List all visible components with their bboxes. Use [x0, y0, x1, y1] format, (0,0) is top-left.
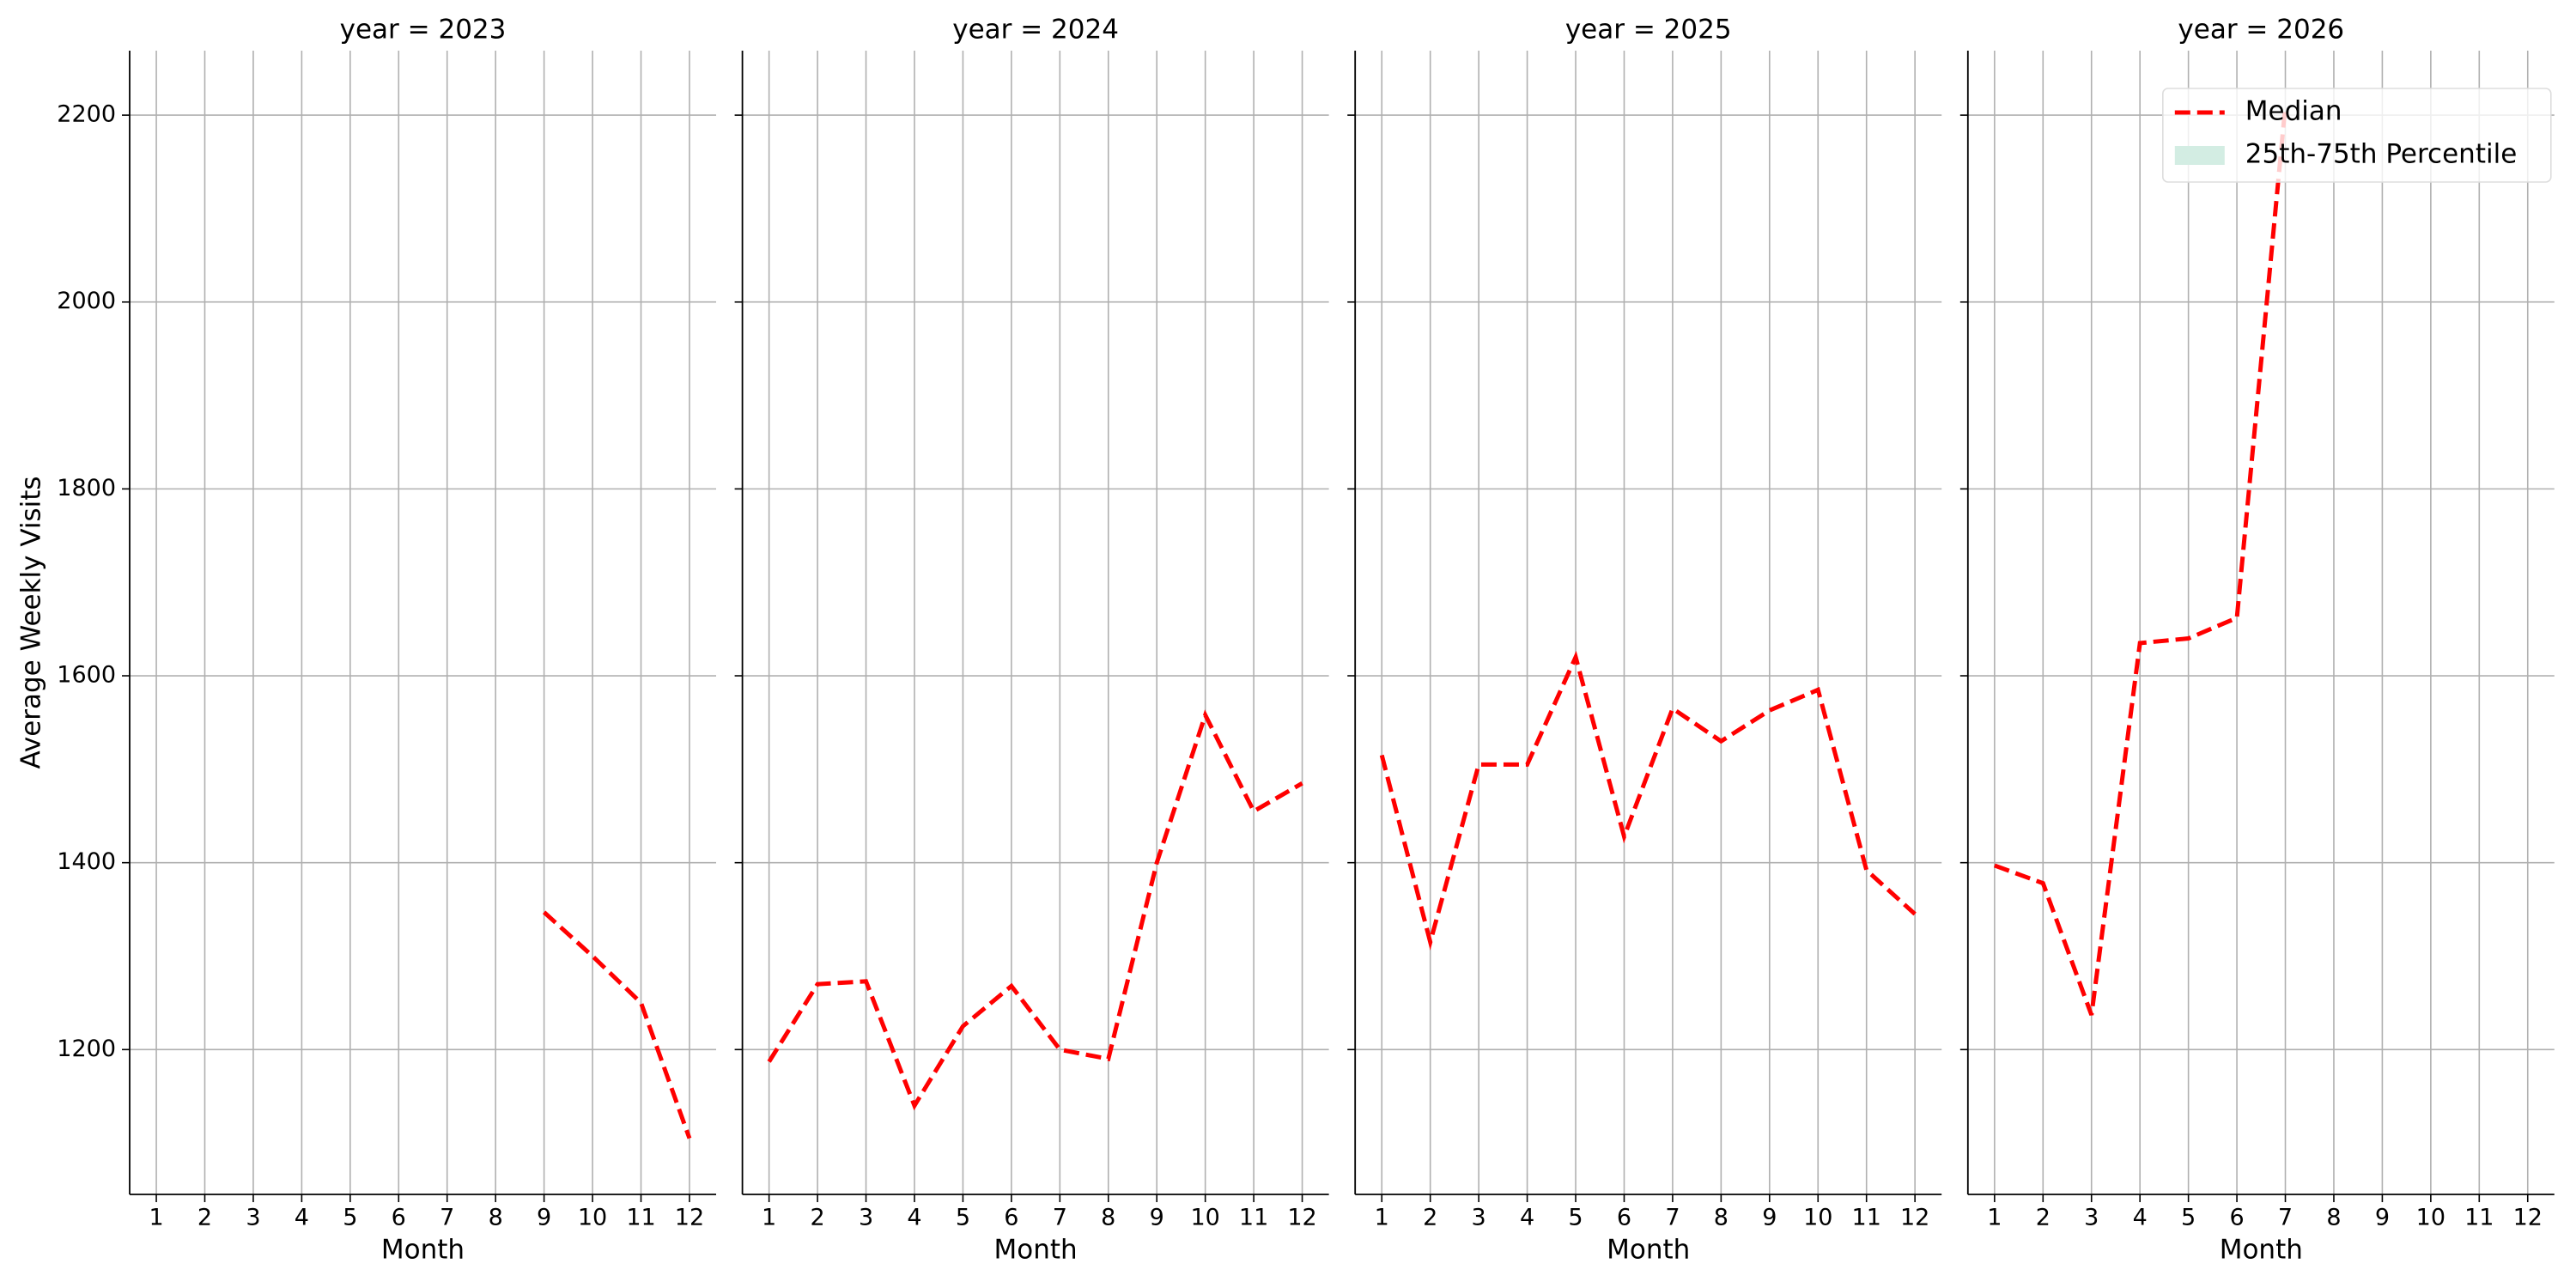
- legend-label: Median: [2245, 96, 2342, 127]
- x-tick-label: 1: [1987, 1205, 2002, 1231]
- x-tick-label: 9: [2375, 1205, 2390, 1231]
- y-tick-label: 1800: [57, 475, 116, 501]
- x-tick-label: 3: [859, 1205, 873, 1231]
- x-tick-label: 3: [1472, 1205, 1486, 1231]
- x-tick-label: 8: [1101, 1205, 1115, 1231]
- median-line: [1379, 650, 1917, 951]
- x-axis-label: Month: [2220, 1235, 2303, 1266]
- x-tick-label: 9: [537, 1205, 551, 1231]
- x-tick-label: 8: [1714, 1205, 1728, 1231]
- x-tick-label: 4: [907, 1205, 921, 1231]
- x-tick-label: 4: [295, 1205, 309, 1231]
- x-tick-label: 8: [2326, 1205, 2341, 1231]
- x-tick-label: 1: [149, 1205, 163, 1231]
- x-tick-label: 3: [2084, 1205, 2099, 1231]
- x-tick-label: 5: [343, 1205, 357, 1231]
- y-tick-label: 2200: [57, 101, 116, 128]
- x-tick-label: 1: [762, 1205, 776, 1231]
- y-tick-label: 2000: [57, 288, 116, 314]
- x-tick-label: 9: [1762, 1205, 1777, 1231]
- x-axis-label: Month: [1607, 1235, 1690, 1266]
- x-tick-label: 8: [489, 1205, 503, 1231]
- x-tick-label: 11: [1852, 1205, 1881, 1231]
- x-tick-label: 4: [1520, 1205, 1534, 1231]
- x-tick-label: 10: [1190, 1205, 1219, 1231]
- x-tick-label: 9: [1150, 1205, 1164, 1231]
- x-tick-label: 12: [2513, 1205, 2543, 1231]
- panel-title: year = 2024: [952, 15, 1119, 46]
- median-line: [767, 709, 1303, 1111]
- x-axis-label: Month: [994, 1235, 1078, 1266]
- y-tick-label: 1600: [57, 662, 116, 689]
- x-tick-label: 11: [1239, 1205, 1268, 1231]
- x-tick-label: 5: [1568, 1205, 1583, 1231]
- x-tick-label: 4: [2133, 1205, 2148, 1231]
- x-tick-label: 7: [1665, 1205, 1680, 1231]
- x-tick-label: 7: [440, 1205, 454, 1231]
- legend: Median 25th-75th Percentile: [2162, 88, 2552, 183]
- x-tick-label: 5: [2181, 1205, 2196, 1231]
- median-line: [542, 910, 692, 1139]
- x-tick-label: 6: [1004, 1205, 1018, 1231]
- x-tick-label: 6: [2229, 1205, 2244, 1231]
- x-axis-label: Month: [381, 1235, 465, 1266]
- panel-title: year = 2025: [1565, 15, 1732, 46]
- median-line: [1993, 105, 2288, 1016]
- x-tick-label: 12: [675, 1205, 704, 1231]
- x-tick-label: 6: [1617, 1205, 1631, 1231]
- x-tick-label: 2: [810, 1205, 824, 1231]
- x-tick-label: 10: [2416, 1205, 2445, 1231]
- legend-box: [2162, 88, 2552, 183]
- x-tick-label: 12: [1287, 1205, 1316, 1231]
- x-tick-label: 10: [578, 1205, 607, 1231]
- x-tick-label: 5: [956, 1205, 970, 1231]
- y-tick-label: 1200: [57, 1036, 116, 1062]
- x-tick-label: 6: [392, 1205, 406, 1231]
- x-tick-label: 7: [1053, 1205, 1067, 1231]
- x-tick-label: 2: [197, 1205, 212, 1231]
- x-tick-label: 7: [2278, 1205, 2293, 1231]
- legend-label: 25th-75th Percentile: [2245, 139, 2517, 170]
- x-tick-label: 1: [1375, 1205, 1389, 1231]
- x-tick-label: 11: [2464, 1205, 2494, 1231]
- x-tick-label: 2: [1423, 1205, 1437, 1231]
- y-axis-label: Average Weekly Visits: [16, 476, 47, 769]
- legend-swatch: [2174, 146, 2225, 165]
- x-tick-label: 12: [1900, 1205, 1929, 1231]
- panel-title: year = 2023: [340, 15, 507, 46]
- x-tick-label: 10: [1803, 1205, 1832, 1231]
- panel-title: year = 2026: [2178, 15, 2344, 46]
- x-tick-label: 2: [2036, 1205, 2050, 1231]
- y-tick-label: 1400: [57, 848, 116, 875]
- x-tick-label: 3: [246, 1205, 260, 1231]
- x-tick-label: 11: [626, 1205, 655, 1231]
